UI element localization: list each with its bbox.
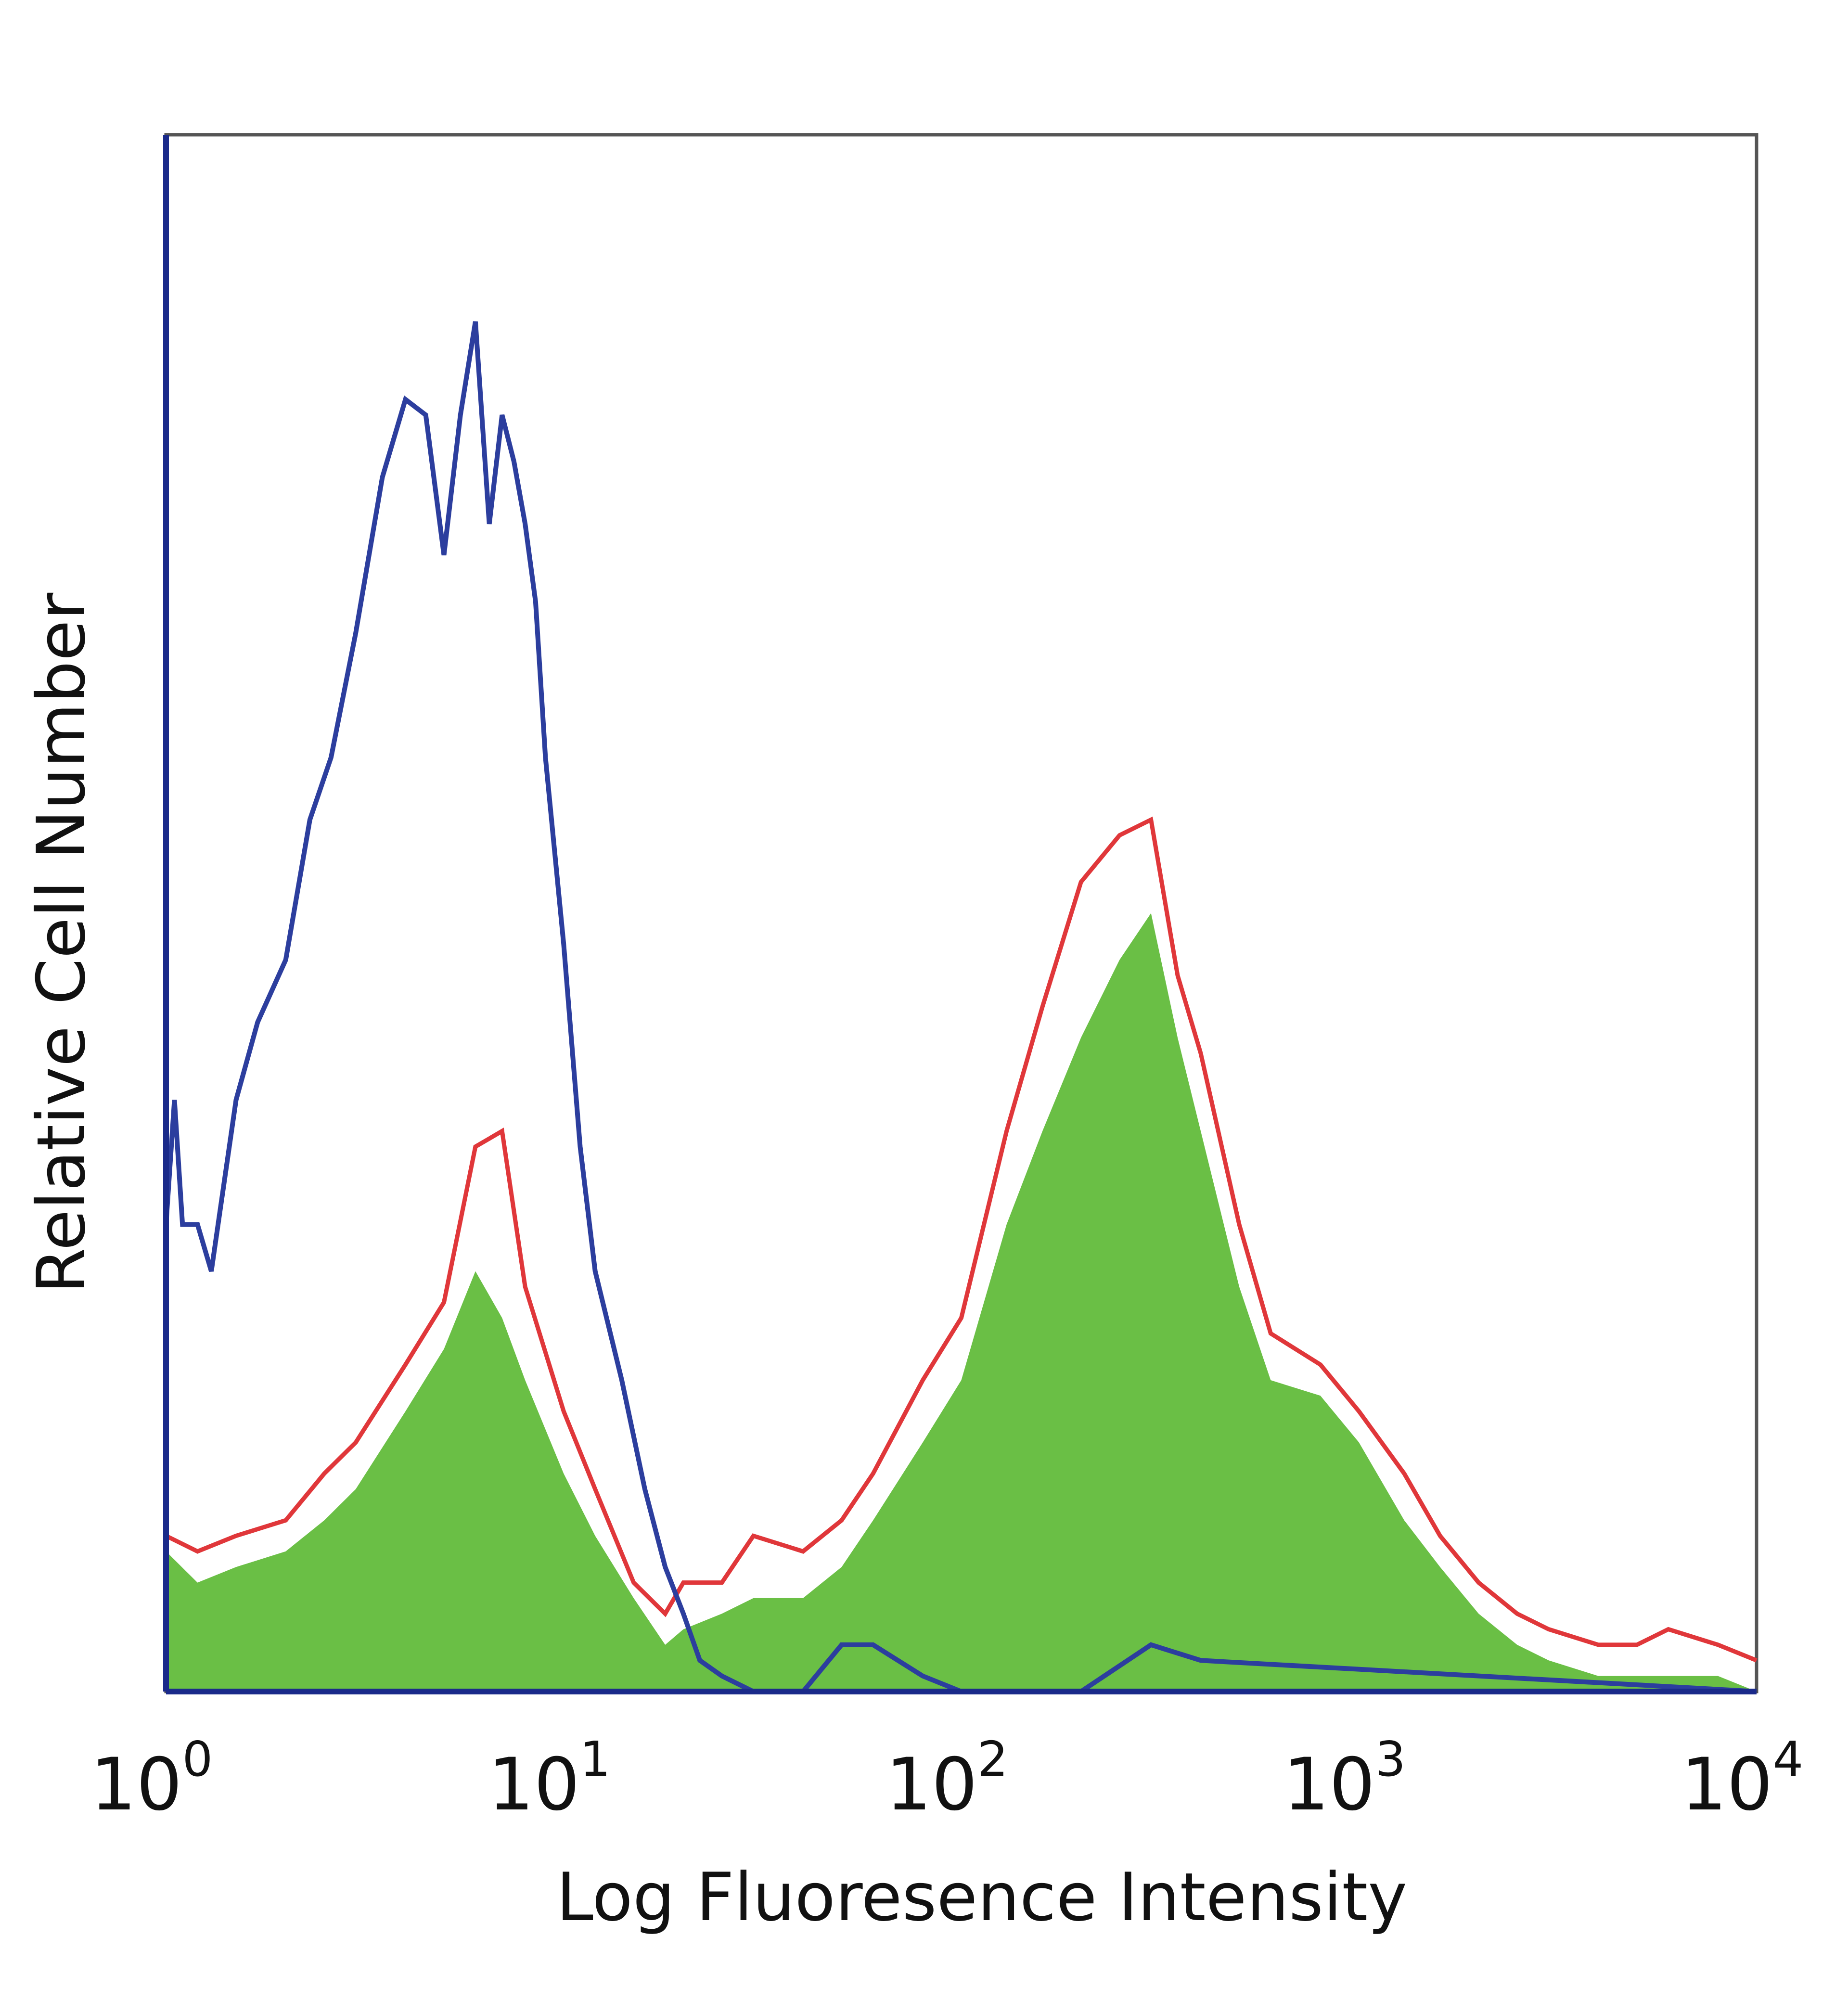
x-tick-label-0: 100	[90, 1731, 213, 1827]
series-layer	[164, 321, 1758, 1694]
x-tick-label-2: 102	[886, 1731, 1008, 1827]
histogram-fill-series-0	[166, 913, 1757, 1692]
x-tick-exponent-3: 3	[1375, 1731, 1406, 1787]
plot-area	[163, 133, 1758, 1694]
y-axis-label: Relative Cell Number	[23, 592, 100, 1294]
x-tick-label-3: 103	[1283, 1731, 1406, 1827]
histogram-line-series-1	[165, 816, 1758, 1663]
x-tick-base-2: 10	[886, 1743, 977, 1827]
x-tick-base-3: 10	[1283, 1743, 1375, 1827]
x-tick-base-4: 10	[1681, 1743, 1773, 1827]
x-tick-label-4: 104	[1681, 1731, 1804, 1827]
x-tick-label-1: 101	[488, 1731, 611, 1827]
x-tick-exponent-1: 1	[580, 1731, 611, 1787]
x-tick-exponent-2: 2	[977, 1731, 1008, 1787]
x-tick-labels: 100 101 102 103 104	[90, 1731, 1804, 1827]
x-tick-base-0: 10	[90, 1743, 182, 1827]
x-tick-exponent-4: 4	[1773, 1731, 1804, 1787]
x-axis-label: Log Fluoresence Intensity	[556, 1859, 1407, 1936]
x-tick-base-1: 10	[488, 1743, 580, 1827]
x-tick-exponent-0: 0	[182, 1731, 213, 1787]
histogram-line-series-2	[164, 321, 1757, 1694]
